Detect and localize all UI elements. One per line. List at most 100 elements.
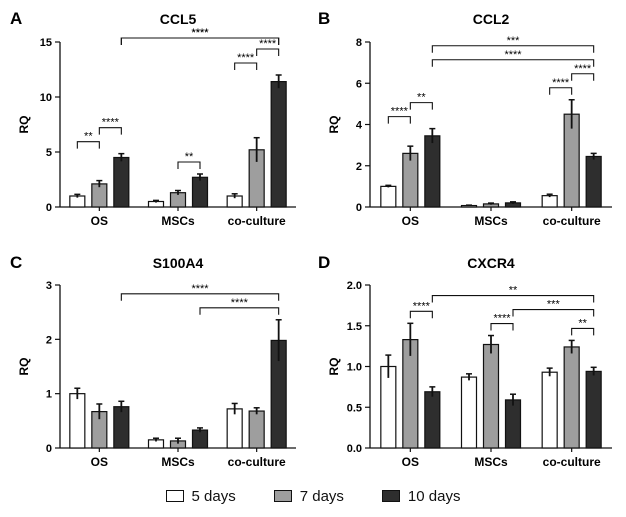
y-tick-label: 0 bbox=[46, 202, 52, 214]
bar-7-days-co-culture bbox=[563, 346, 580, 449]
y-tick-label: 5 bbox=[46, 147, 52, 159]
significance-label: **** bbox=[191, 283, 209, 295]
legend: 5 days 7 days 10 days bbox=[0, 482, 626, 510]
legend-item-5-days: 5 days bbox=[165, 488, 236, 505]
significance-label: **** bbox=[552, 77, 570, 89]
x-tick-label: co-culture bbox=[543, 214, 601, 228]
significance-label: ** bbox=[417, 92, 426, 104]
significance-bracket bbox=[387, 116, 411, 124]
significance-bracket bbox=[431, 59, 595, 67]
bar-7-days-co-culture bbox=[248, 410, 265, 449]
bar-5-days-OS bbox=[380, 365, 397, 449]
significance-bracket bbox=[512, 308, 595, 317]
significance-bracket bbox=[571, 327, 595, 336]
y-tick-label: 2 bbox=[46, 334, 52, 346]
bar-5-days-MSCs bbox=[460, 376, 478, 449]
bar-10-days-co-culture bbox=[585, 155, 602, 208]
significance-label: **** bbox=[191, 27, 209, 39]
x-tick-label: OS bbox=[91, 214, 108, 228]
significance-label: ** bbox=[185, 151, 194, 163]
significance-label: **** bbox=[574, 63, 592, 75]
significance-bracket bbox=[120, 293, 280, 301]
y-tick-label: 4 bbox=[356, 120, 363, 132]
y-axis-label: RQ bbox=[327, 358, 341, 376]
y-tick-label: 1.5 bbox=[347, 321, 362, 333]
chart-panel-d: D CXCR4 RQ 0.0 0.5 1.0 1.5 2.0 OS MSCs co-culture *… bbox=[318, 253, 612, 469]
significance-bracket bbox=[431, 45, 595, 53]
y-axis-label: RQ bbox=[17, 358, 31, 376]
legend-swatch-10-days bbox=[381, 490, 400, 502]
significance-bracket bbox=[431, 294, 595, 303]
panel-letter: D bbox=[318, 253, 330, 272]
y-tick-label: 8 bbox=[356, 37, 362, 49]
bar-5-days-co-culture bbox=[541, 371, 558, 449]
x-tick-label: MSCs bbox=[474, 214, 508, 228]
legend-item-10-days: 10 days bbox=[381, 487, 461, 505]
x-tick-label: MSCs bbox=[474, 455, 508, 469]
significance-bracket bbox=[409, 310, 433, 319]
bar-7-days-OS bbox=[91, 183, 108, 208]
y-tick-label: 15 bbox=[40, 37, 52, 49]
significance-label: **** bbox=[493, 313, 511, 325]
significance-label: **** bbox=[391, 106, 409, 118]
x-tick-label: OS bbox=[402, 455, 419, 469]
y-tick-label: 0 bbox=[46, 443, 52, 455]
bar-10-days-OS bbox=[113, 156, 130, 208]
y-tick-label: 1.0 bbox=[347, 362, 362, 374]
x-tick-label: co-culture bbox=[228, 455, 286, 469]
bar-10-days-OS bbox=[424, 135, 441, 208]
significance-label: **** bbox=[231, 297, 249, 309]
y-tick-label: 3 bbox=[46, 280, 52, 292]
bar-10-days-co-culture bbox=[270, 80, 287, 208]
bar-10-days-co-culture bbox=[585, 370, 602, 449]
significance-bracket bbox=[76, 141, 100, 149]
significance-label: *** bbox=[507, 35, 521, 47]
significance-bracket bbox=[177, 161, 201, 169]
x-tick-label: MSCs bbox=[161, 455, 195, 469]
bar-10-days-MSCs bbox=[191, 429, 209, 449]
significance-bracket bbox=[120, 37, 280, 45]
significance-label: **** bbox=[102, 117, 120, 129]
significance-bracket bbox=[409, 102, 433, 110]
x-tick-label: MSCs bbox=[161, 214, 195, 228]
bar-5-days-co-culture bbox=[226, 408, 243, 449]
legend-item-7-days: 7 days bbox=[273, 487, 344, 505]
y-axis-label: RQ bbox=[327, 116, 341, 134]
legend-label-7-days: 7 days bbox=[299, 487, 344, 505]
y-tick-label: 6 bbox=[356, 78, 362, 90]
significance-bracket bbox=[256, 48, 280, 56]
panel-letter: C bbox=[10, 253, 22, 272]
bar-7-days-MSCs bbox=[482, 343, 500, 449]
chart-title: CCL5 bbox=[160, 11, 197, 27]
bar-10-days-MSCs bbox=[191, 176, 209, 208]
y-tick-label: 10 bbox=[40, 92, 52, 104]
y-axis-label: RQ bbox=[17, 116, 31, 134]
significance-label: **** bbox=[259, 38, 277, 50]
bar-10-days-OS bbox=[424, 391, 441, 449]
legend-label-10-days: 10 days bbox=[407, 487, 461, 505]
significance-label: *** bbox=[547, 299, 561, 311]
chart-panel-c: C S100A4 RQ 0 1 2 3 OS MSCs co-culture **** **** bbox=[10, 253, 296, 469]
significance-label: ** bbox=[509, 285, 518, 297]
bar-10-days-MSCs bbox=[504, 399, 522, 449]
significance-bracket bbox=[98, 127, 122, 135]
significance-bracket bbox=[490, 322, 514, 331]
y-tick-label: 2.0 bbox=[347, 280, 362, 292]
significance-label: **** bbox=[237, 52, 255, 64]
legend-swatch-5-days bbox=[165, 490, 184, 502]
significance-label: **** bbox=[413, 300, 431, 312]
y-tick-label: 0.5 bbox=[347, 402, 362, 414]
x-tick-label: co-culture bbox=[543, 455, 601, 469]
chart-title: CCL2 bbox=[473, 11, 510, 27]
x-tick-label: OS bbox=[402, 214, 419, 228]
y-tick-label: 1 bbox=[46, 389, 52, 401]
significance-label: **** bbox=[504, 49, 522, 61]
significance-bracket bbox=[571, 73, 595, 81]
bar-5-days-OS bbox=[69, 393, 86, 449]
significance-bracket bbox=[120, 37, 280, 45]
bar-10-days-OS bbox=[113, 406, 130, 449]
y-tick-label: 0 bbox=[356, 202, 362, 214]
